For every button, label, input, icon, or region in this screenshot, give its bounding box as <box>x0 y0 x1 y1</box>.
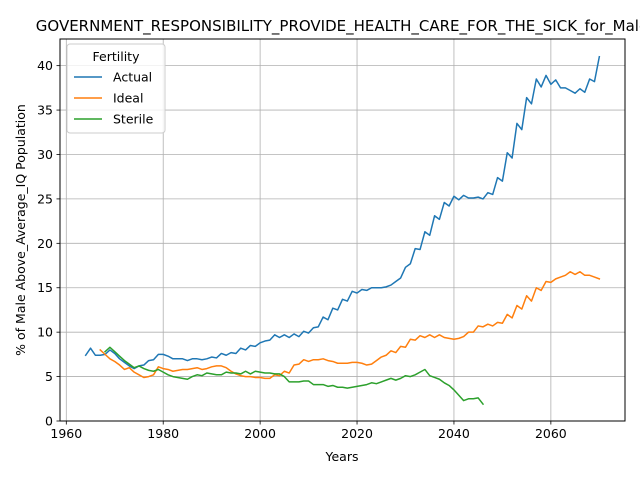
legend-label-sterile: Sterile <box>113 112 154 127</box>
legend-label-actual: Actual <box>113 70 152 85</box>
x-tick-label: 2040 <box>438 426 470 441</box>
series-lines <box>84 55 601 406</box>
y-tick-label: 20 <box>37 236 53 251</box>
y-axis-label: % of Male Above_Average_IQ Population <box>13 104 28 356</box>
legend-title: Fertility <box>93 49 141 64</box>
y-tick-label: 35 <box>37 103 53 118</box>
y-tick-label: 30 <box>37 147 53 162</box>
plot-frame <box>59 38 626 422</box>
series-line-ideal <box>99 271 601 380</box>
grid-lines <box>60 39 625 422</box>
series-line-sterile <box>104 346 485 406</box>
legend: Fertility Actual Ideal Sterile <box>66 43 166 134</box>
x-tick-label: 1980 <box>147 426 179 441</box>
legend-label-ideal: Ideal <box>113 91 143 106</box>
x-axis-label: Years <box>325 449 359 464</box>
chart-title: GOVERNMENT_RESPONSIBILITY_PROVIDE_HEALTH… <box>36 17 640 36</box>
y-tick-label: 5 <box>45 369 53 384</box>
legend-box <box>66 43 166 134</box>
x-tick-label: 1960 <box>50 426 82 441</box>
y-axis-ticks: 0 5 10 15 20 25 30 35 40 <box>37 58 60 429</box>
x-tick-label: 2060 <box>535 426 567 441</box>
series-line-actual <box>84 55 601 370</box>
x-axis-ticks: 1960 1980 2000 2020 2040 2060 <box>50 421 567 441</box>
y-tick-label: 25 <box>37 191 53 206</box>
legend-items: Actual Ideal Sterile <box>74 70 154 127</box>
y-tick-label: 40 <box>37 58 53 73</box>
x-tick-label: 2000 <box>244 426 276 441</box>
y-tick-label: 0 <box>45 414 53 429</box>
y-tick-label: 10 <box>37 325 53 340</box>
x-tick-label: 2020 <box>341 426 373 441</box>
y-tick-label: 15 <box>37 280 53 295</box>
